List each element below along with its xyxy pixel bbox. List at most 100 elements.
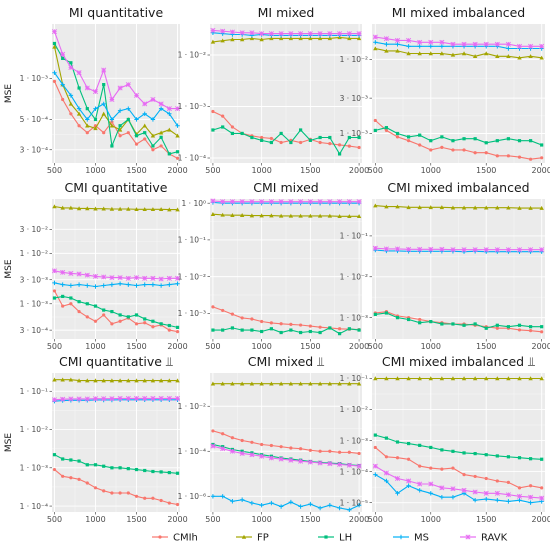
data-point-cmih [211, 429, 215, 433]
data-point-ms [101, 101, 106, 107]
y-tick-label: 1 · 10⁻² [20, 249, 48, 258]
data-point-cmih [495, 479, 499, 483]
data-point-fp [472, 376, 478, 381]
data-point-ravk [60, 396, 66, 402]
data-point-ravk [356, 31, 362, 37]
x-tick-label: 2000 [349, 342, 369, 351]
y-tick-label: 1 · 10⁻³ [340, 436, 368, 445]
panel-cmi-mixed: 500 1000 1500 2000 1 · 10⁻² 1 · 10⁻⁴ 1 · 10⁻⁶ C… [178, 354, 370, 524]
data-point-ravk [439, 485, 445, 491]
data-point-cmih [143, 496, 147, 500]
data-point-cmih [384, 128, 389, 133]
data-point-lh [440, 322, 444, 326]
data-point-fp [210, 381, 216, 386]
data-point-ravk [494, 247, 500, 253]
data-point-fp [85, 123, 90, 128]
y-tick-label: 1 · 10⁻² [20, 425, 48, 434]
data-point-cmih [540, 486, 544, 490]
data-point-lh [406, 441, 411, 446]
data-point-lh [250, 135, 254, 140]
panel-title: CMI mixed [253, 180, 318, 195]
data-point-lh [308, 329, 312, 334]
legend-key-marker [158, 535, 162, 539]
data-point-ravk [428, 246, 434, 252]
data-point-lh [260, 138, 264, 142]
panel-cmi-mixed-imbalanced: 500 1000 1500 2000 1 · 10⁻¹ 1 · 10⁻² 1 · 10⁻³ 1… [340, 354, 550, 524]
data-point-cmih [473, 151, 477, 155]
data-point-cmih [110, 322, 114, 326]
data-point-ravk [337, 31, 343, 37]
data-point-ravk [166, 106, 172, 112]
data-point-cmih [151, 496, 155, 500]
data-point-ms [150, 117, 156, 122]
data-point-cmih [52, 289, 57, 293]
data-point-fp [528, 205, 533, 210]
data-point-ravk [84, 85, 90, 91]
data-point-ms [298, 504, 303, 509]
data-point-ravk [133, 92, 140, 98]
data-point-ravk [158, 395, 164, 401]
data-point-cmih [506, 154, 511, 158]
data-point-fp [150, 378, 156, 383]
data-point-ravk [278, 199, 284, 205]
data-point-ms [52, 280, 57, 286]
data-point-cmih [269, 136, 273, 141]
legend-item-lh: LH [318, 533, 352, 544]
data-point-ms [93, 106, 98, 111]
data-point-lh [384, 436, 389, 440]
data-point-ravk [472, 247, 478, 253]
data-point-ms [109, 282, 115, 287]
data-point-ravk [229, 29, 235, 35]
data-point-fp [109, 123, 115, 128]
data-point-ms [239, 497, 245, 502]
data-point-fp [167, 127, 172, 132]
data-point-fp [517, 205, 522, 210]
data-point-ms [528, 500, 533, 505]
panel-cmi-quantitative: 500 1000 1500 2000 1 · 10⁻¹ 1 · 10⁻² 1 · 10⁻³ 1… [4, 354, 188, 524]
data-point-ms [450, 494, 456, 500]
data-point-lh [159, 470, 163, 474]
data-point-cmih [347, 144, 351, 148]
y-tick-label: 1 · 10⁻² [178, 402, 206, 411]
data-point-lh [102, 308, 106, 312]
x-tick-label: 500 [47, 342, 62, 351]
data-point-ravk [133, 275, 140, 281]
data-point-lh [61, 294, 65, 299]
data-point-lh [540, 457, 544, 461]
legend-key-marker [241, 534, 247, 539]
series-line-fp [375, 47, 542, 59]
data-point-lh [418, 321, 422, 325]
data-point-cmih [373, 118, 377, 123]
data-point-lh [395, 316, 400, 320]
y-tick-label: 1 · 10⁻² [340, 272, 368, 281]
data-point-ravk [268, 455, 274, 461]
data-point-fp [395, 376, 400, 381]
data-point-fp [484, 205, 489, 210]
data-point-ravk [166, 395, 172, 401]
data-point-lh [269, 327, 273, 331]
x-tick-label: 2000 [531, 342, 550, 351]
data-point-cmih [110, 120, 114, 124]
data-point-cmih [77, 309, 81, 314]
data-point-cmih [528, 329, 533, 333]
x-tick-label: 1000 [251, 342, 271, 351]
data-point-ravk [150, 96, 156, 103]
data-point-lh [102, 82, 106, 87]
data-point-cmih [528, 157, 533, 161]
data-point-cmih [328, 449, 332, 453]
data-point-ravk [327, 31, 333, 37]
data-point-fp [395, 204, 400, 209]
data-point-cmih [289, 446, 293, 450]
data-point-fp [308, 36, 313, 41]
data-point-ms [76, 282, 82, 287]
data-point-lh [85, 463, 89, 467]
series-line-cmih [54, 469, 178, 506]
data-point-lh [167, 152, 171, 156]
data-point-ms [142, 111, 147, 117]
data-point-fp [220, 381, 225, 386]
series-line-ravk [212, 29, 360, 35]
data-point-ravk [76, 271, 82, 277]
data-point-ravk [372, 34, 378, 40]
data-point-cmih [451, 466, 455, 470]
x-tick-label: 1500 [126, 166, 146, 175]
